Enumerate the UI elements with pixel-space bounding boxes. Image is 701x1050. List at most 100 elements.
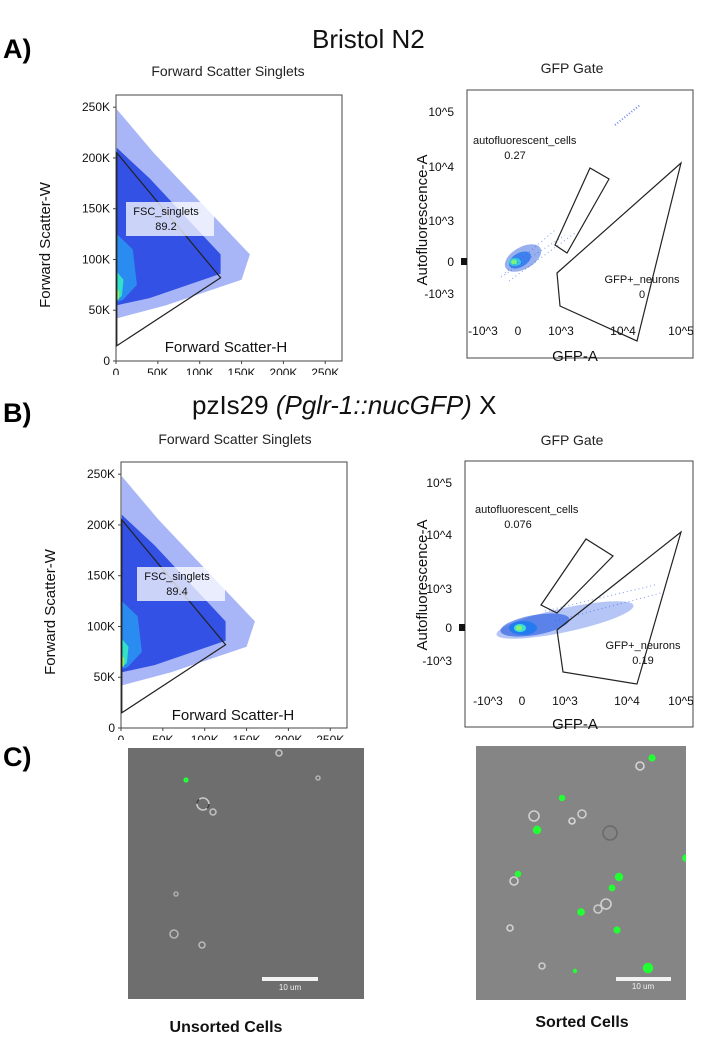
fsc-plot-b-ytick: 100K xyxy=(87,619,115,633)
fsc-plot-b: Forward Scatter Singlets 0 50K 100K 150K 200… xyxy=(42,431,348,740)
fsc-plot-a-gate-label: FSC_singlets 89.2 xyxy=(126,202,214,236)
gfp-plot-b-autofluorescent-label: autofluorescent_cells xyxy=(475,504,579,516)
gfp-plot-b-ytick-3: 10^3 xyxy=(426,582,452,596)
unsorted-scale-label: 10 um xyxy=(279,983,302,992)
gfp-plot-b-autofluorescent-gate xyxy=(540,538,614,614)
gfp-plot-a-gfp-neuron-gate xyxy=(556,161,683,342)
unsorted-background xyxy=(128,748,364,999)
gfp-plot-a-xtick-4: 10^4 xyxy=(610,324,636,338)
fsc-plot-b-ticks: 0 50K 100K 150K 200K 250K 0 50K 100K 150K 200K 250K xyxy=(87,467,344,740)
fsc-plot-a-ytick: 0 xyxy=(103,354,110,368)
fsc-plot-b-cloud-max xyxy=(121,654,125,668)
fsc-plot-a-ytick: 250K xyxy=(82,100,110,114)
panel-c-letter: C) xyxy=(3,742,32,772)
unsorted-cells xyxy=(169,749,321,949)
gfp-plot-b: GFP Gate autofluorescent_cells 0.076 GFP… xyxy=(414,432,694,733)
gfp-plot-a-xtick-3: 10^3 xyxy=(548,324,574,338)
gfp-plot-a-autofluorescent-gate xyxy=(554,167,610,254)
fsc-plot-a-xlabel: Forward Scatter-H xyxy=(165,339,288,356)
gfp-plot-a-xtick-neg: -10^3 xyxy=(468,324,498,338)
sorted-gfp-cells xyxy=(514,754,686,974)
gfp-plot-b-autofluorescent-value: 0.076 xyxy=(504,519,532,531)
sorted-background xyxy=(476,746,686,1000)
fsc-plot-a-xtick: 250K xyxy=(311,366,339,375)
gfp-plot-b-xtick-5: 10^5 xyxy=(668,694,694,708)
gfp-plot-b-density xyxy=(496,584,662,639)
fsc-plot-a-frame xyxy=(115,94,343,362)
sorted-cells xyxy=(506,761,645,970)
gfp-plot-b-yticks: 10^5 10^4 10^3 0 -10^3 xyxy=(422,476,452,668)
gfp-plot-b-xtick-neg: -10^3 xyxy=(473,694,503,708)
sorted-caption: Sorted Cells xyxy=(535,1014,629,1031)
gfp-plot-b-frame xyxy=(464,460,694,728)
sorted-scale-label: 10 um xyxy=(632,982,655,991)
sorted-scale-bar xyxy=(616,977,671,981)
gfp-plot-a-xlabel: GFP-A xyxy=(552,348,598,365)
fsc-plot-b-title: Forward Scatter Singlets xyxy=(158,431,311,447)
gfp-plot-b-axis-marker xyxy=(459,624,465,631)
gfp-plot-a-yticks: 10^5 10^4 10^3 0 -10^3 xyxy=(424,105,454,301)
gfp-plot-b-xtick-0: 0 xyxy=(519,694,526,708)
gfp-plot-a-ylabel: Autofluorescence-A xyxy=(414,155,431,286)
fsc-plot-b-xtick: 50K xyxy=(152,733,173,740)
gfp-plot-a-xticks: -10^3 0 10^3 10^4 10^5 xyxy=(468,324,694,338)
sorted-cells-image: 10 um xyxy=(476,746,686,1000)
gfp-plot-a-autofluorescent-value: 0.27 xyxy=(504,150,525,162)
unsorted-scale-bar xyxy=(262,977,318,981)
fsc-plot-a-gate-value: 89.2 xyxy=(155,221,176,233)
fsc-plot-b-gate-name: FSC_singlets xyxy=(144,571,210,583)
fsc-plot-a: Forward Scatter Singlets 0 50K 100K 150K 200… xyxy=(37,63,343,375)
fsc-plot-b-ytick: 250K xyxy=(87,467,115,481)
gfp-plot-b-ytick-0: 0 xyxy=(445,621,452,635)
fsc-plot-a-xtick: 50K xyxy=(147,366,168,375)
gfp-plot-b-xticks: -10^3 0 10^3 10^4 10^5 xyxy=(473,694,694,708)
panel-b-sample-title: pzIs29 (Pglr-1::nucGFP) X xyxy=(192,390,496,421)
fsc-plot-a-title: Forward Scatter Singlets xyxy=(151,63,304,79)
fsc-plot-b-xtick: 0 xyxy=(118,733,125,740)
fsc-plot-b-gate-value: 89.4 xyxy=(166,586,187,598)
gfp-plot-a-ytick-4: 10^4 xyxy=(428,160,454,174)
fsc-plot-a-xtick: 0 xyxy=(113,366,120,375)
gfp-plot-a-gfp-neuron-value: 0 xyxy=(639,289,645,301)
fsc-plot-b-gate-label: FSC_singlets 89.4 xyxy=(137,567,225,601)
gfp-plot-a-title: GFP Gate xyxy=(541,60,604,76)
fsc-plot-b-ytick: 0 xyxy=(108,721,115,735)
fsc-plot-b-xtick: 100K xyxy=(191,733,219,740)
unsorted-cells-image: 10 um xyxy=(128,748,364,999)
panel-b-title-italic: (Pglr-1::nucGFP) xyxy=(275,390,472,420)
panel-a-letter: A) xyxy=(3,34,32,64)
gfp-plot-a-gfp-neuron-label: GFP+_neurons xyxy=(605,274,680,286)
fsc-plot-a-gate-name: FSC_singlets xyxy=(133,206,199,218)
fsc-plot-b-ytick: 50K xyxy=(94,670,115,684)
gfp-plot-a-density xyxy=(500,104,641,282)
gfp-plot-b-xlabel: GFP-A xyxy=(552,716,598,733)
fsc-plot-a-ticks: 0 50K 100K 150K 200K 250K 0 50K 100K 150K 200K 250K xyxy=(82,100,339,375)
fsc-plot-a-ytick: 100K xyxy=(82,252,110,266)
panel-b-title-suffix: X xyxy=(471,390,497,420)
gfp-plot-b-ytick-4: 10^4 xyxy=(426,528,452,542)
gfp-plot-a-ytick-5: 10^5 xyxy=(428,105,454,119)
gfp-plot-b-title: GFP Gate xyxy=(541,432,604,448)
fsc-plot-b-ylabel: Forward Scatter-W xyxy=(42,548,59,675)
gfp-plot-b-xtick-3: 10^3 xyxy=(552,694,578,708)
gfp-plot-a-autofluorescent-label: autofluorescent_cells xyxy=(473,135,577,147)
panel-b-letter: B) xyxy=(3,398,32,428)
fsc-plot-a-ytick: 50K xyxy=(89,303,110,317)
fsc-plot-a-ylabel: Forward Scatter-W xyxy=(37,181,54,308)
gfp-plot-b-gfp-neuron-gate xyxy=(556,530,683,685)
gfp-plot-b-ytick-5: 10^5 xyxy=(426,476,452,490)
fsc-plot-b-xtick: 250K xyxy=(316,733,344,740)
fsc-plot-b-ytick: 150K xyxy=(87,569,115,583)
fsc-plot-b-ytick: 200K xyxy=(87,518,115,532)
gfp-plot-b-xtick-4: 10^4 xyxy=(614,694,640,708)
gfp-plot-a-ytick-3: 10^3 xyxy=(428,214,454,228)
panel-a-sample-title: Bristol N2 xyxy=(312,24,425,54)
gfp-plot-a-xtick-5: 10^5 xyxy=(668,324,694,338)
gfp-plot-a-ytick-neg: -10^3 xyxy=(424,287,454,301)
gfp-plot-a-frame xyxy=(466,89,694,359)
unsorted-caption: Unsorted Cells xyxy=(169,1019,283,1036)
unsorted-gfp-cell xyxy=(183,777,189,783)
fsc-plot-b-xtick: 200K xyxy=(274,733,302,740)
fsc-plot-b-xtick: 150K xyxy=(233,733,261,740)
gfp-plot-b-ytick-neg: -10^3 xyxy=(422,654,452,668)
